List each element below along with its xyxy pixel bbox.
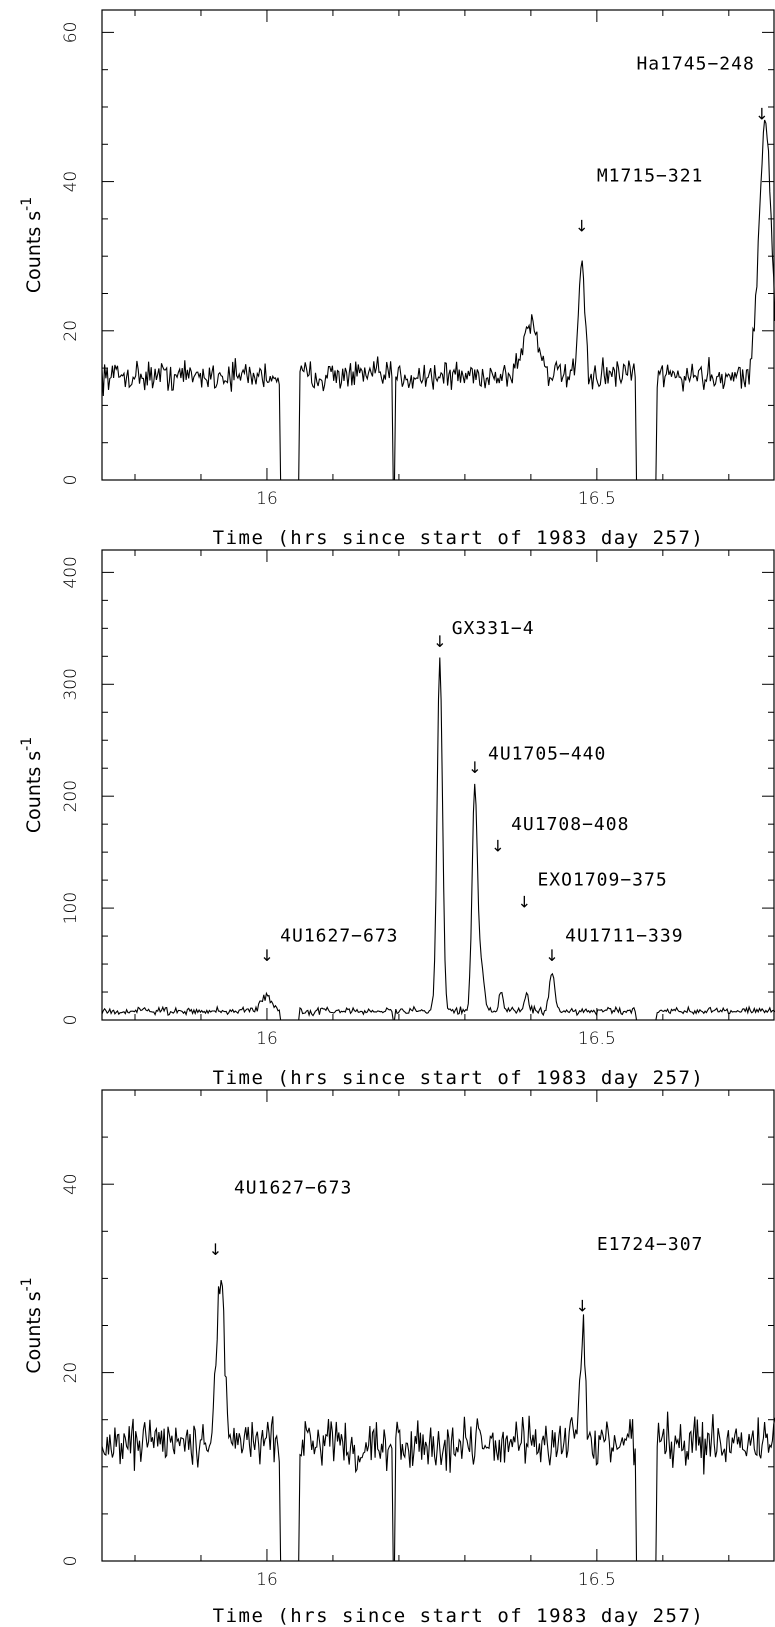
- y-tick-label: 60: [61, 22, 81, 44]
- x-tick-label: 16.5: [578, 489, 616, 509]
- y-axis-label-base: Counts s: [23, 751, 45, 833]
- y-axis-label-base: Counts s: [23, 211, 45, 293]
- y-axis-label-base: Counts s: [23, 1291, 45, 1373]
- y-axis-label: Counts s-1: [19, 1277, 45, 1373]
- source-label: E1724−307: [597, 1234, 704, 1255]
- source-label: 4U1705−440: [488, 743, 606, 764]
- y-tick-label: 20: [61, 320, 81, 342]
- x-tick-label: 16: [256, 1570, 278, 1590]
- lightcurve-panel-2: 16 16.5 0 100 200 300 400 Counts s-1 Time (hrs s…: [19, 549, 775, 1089]
- source-arrow-marker: ↓: [575, 216, 588, 235]
- source-label: GX331−4: [452, 618, 535, 639]
- x-tick-label: 16: [256, 489, 278, 509]
- y-axis-label: Counts s-1: [19, 197, 45, 293]
- plot-frame: [101, 9, 775, 481]
- y-tick-label: 100: [61, 892, 81, 924]
- plot-frame: [101, 1089, 775, 1562]
- source-arrow-marker: ↓: [209, 1240, 222, 1259]
- source-arrow-marker: ↓: [545, 946, 558, 965]
- source-label: 4U1627−673: [280, 926, 398, 947]
- light-curve-line: [102, 119, 775, 480]
- x-tick-label: 16.5: [578, 1570, 616, 1590]
- light-curve-line: [102, 1279, 775, 1561]
- y-axis-label-exponent: -1: [19, 737, 35, 751]
- y-tick-label: 0: [61, 1556, 81, 1567]
- x-axis-label: Time (hrs since start of 1983 day 257): [213, 527, 705, 549]
- y-tick-label: 40: [61, 1173, 81, 1195]
- source-arrow-marker: ↓: [576, 1297, 589, 1316]
- lightcurve-panel-3: 16 16.5 0 20 40 Counts s-1 Time (hrs since sta…: [19, 1089, 775, 1627]
- source-label: M1715−321: [597, 166, 704, 187]
- source-arrow-marker: ↓: [468, 758, 481, 777]
- x-tick-label: 16.5: [578, 1029, 616, 1049]
- source-arrow-marker: ↓: [491, 837, 504, 856]
- y-tick-label: 20: [61, 1362, 81, 1384]
- source-label: Ha1745−248: [636, 54, 754, 75]
- y-axis-label-exponent: -1: [19, 1277, 35, 1291]
- x-axis-label: Time (hrs since start of 1983 day 257): [213, 1605, 705, 1627]
- y-axis-label: Counts s-1: [19, 737, 45, 833]
- x-axis-label: Time (hrs since start of 1983 day 257): [213, 1067, 705, 1089]
- lightcurve-panel-1: 16 16.5 0 20 40 60 Counts s-1 Time (hrs since s…: [19, 9, 775, 549]
- source-label: 4U1708−408: [511, 814, 629, 835]
- light-curve-line: [102, 657, 775, 1020]
- source-arrow-marker: ↓: [755, 104, 768, 123]
- source-label: 4U1711−339: [565, 926, 683, 947]
- x-tick-label: 16: [256, 1029, 278, 1049]
- y-axis-label-exponent: -1: [19, 197, 35, 211]
- y-tick-label: 0: [61, 475, 81, 486]
- source-arrow-marker: ↓: [518, 893, 531, 912]
- source-label: 4U1627−673: [234, 1178, 352, 1199]
- source-arrow-marker: ↓: [260, 946, 273, 965]
- y-tick-label: 40: [61, 171, 81, 193]
- y-tick-label: 0: [61, 1015, 81, 1026]
- plot-frame: [101, 549, 775, 1021]
- y-tick-label: 400: [61, 556, 81, 588]
- y-tick-label: 200: [61, 780, 81, 812]
- source-arrow-marker: ↓: [433, 632, 446, 651]
- y-tick-label: 300: [61, 668, 81, 700]
- source-label: EXO1709−375: [537, 870, 667, 891]
